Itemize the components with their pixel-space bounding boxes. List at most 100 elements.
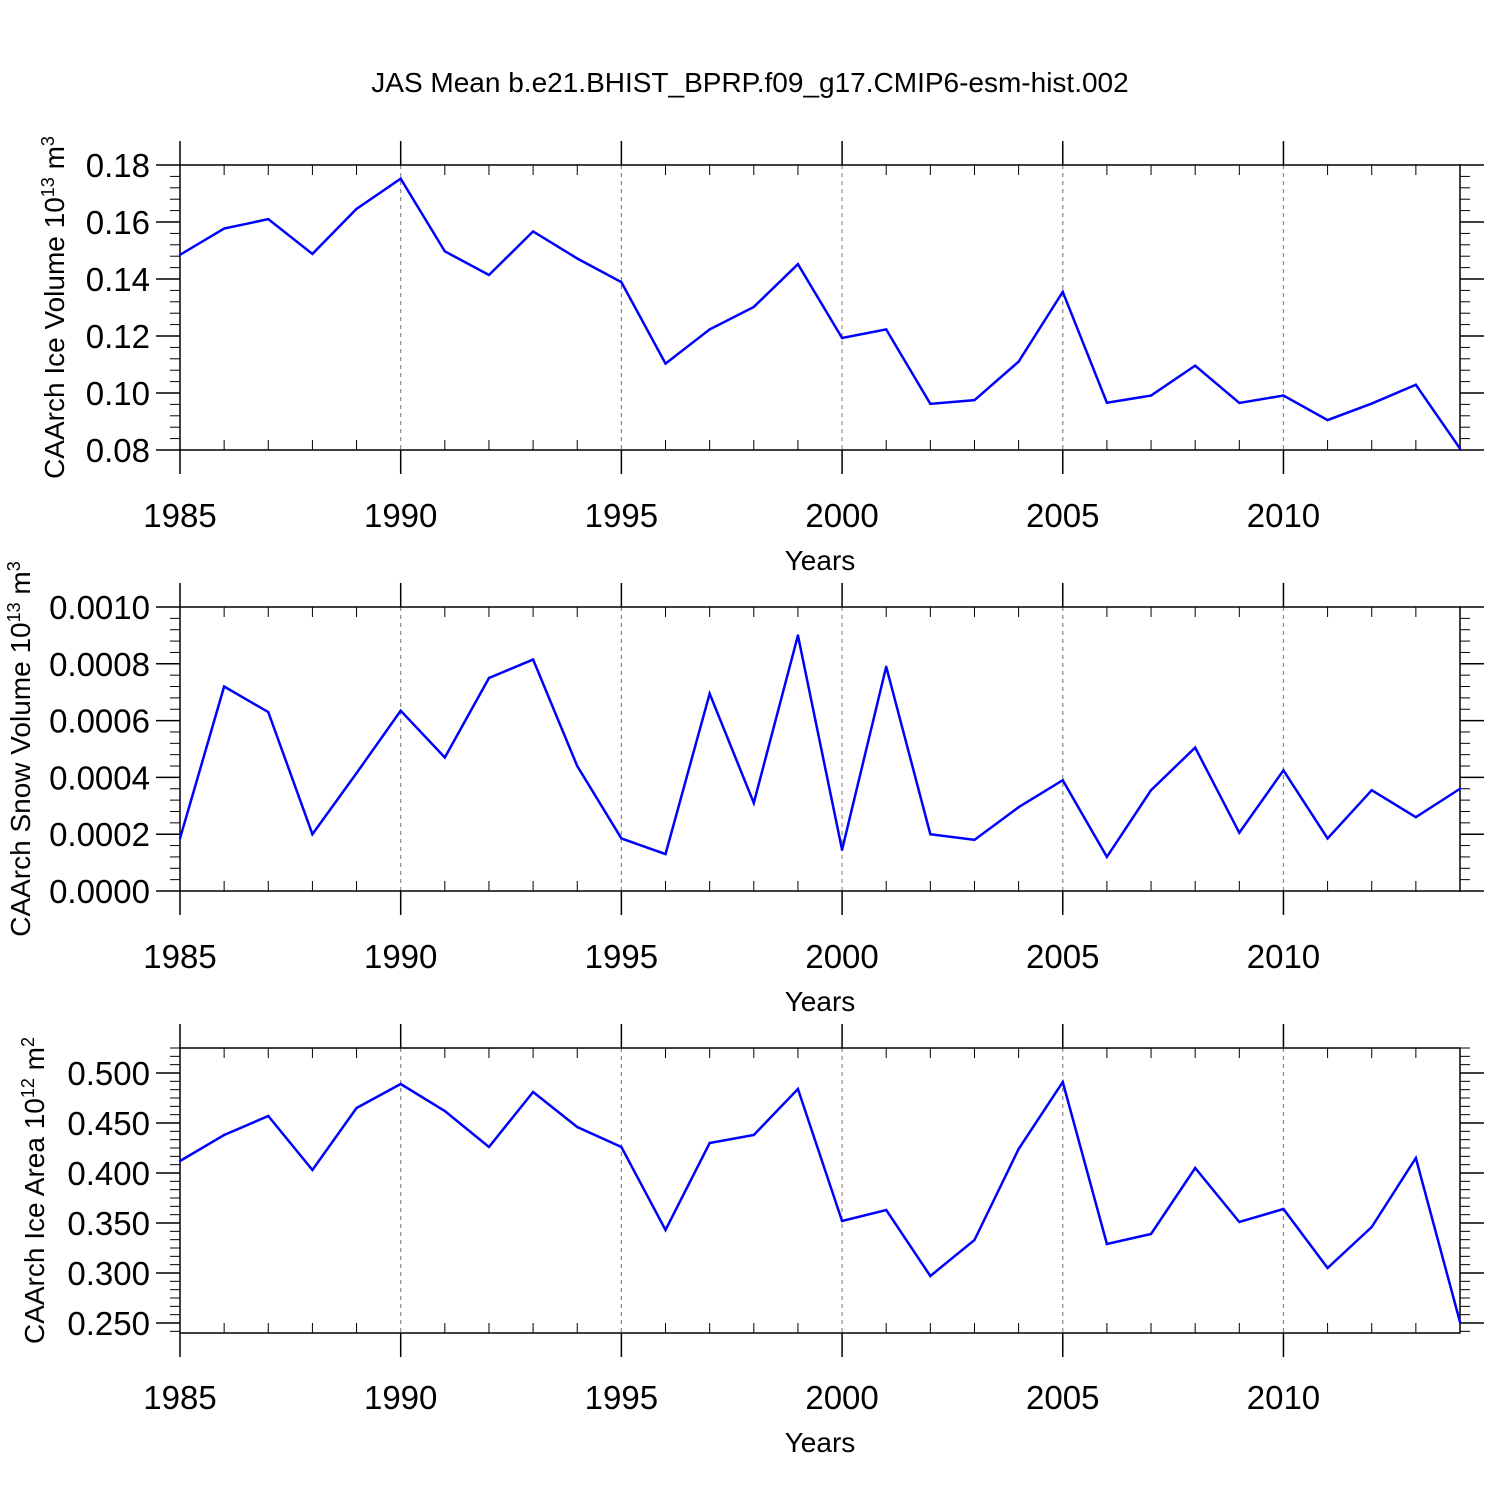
x-tick-label: 1985	[143, 497, 216, 534]
data-point	[1193, 746, 1197, 749]
y-axis-label-part: CAArch Snow Volume 10	[5, 622, 36, 936]
plot-frame	[179, 164, 1461, 451]
data-point	[973, 398, 976, 402]
data-point	[1282, 769, 1285, 772]
plot-frame	[179, 606, 1461, 892]
x-tick-label: 1995	[585, 497, 658, 534]
y-tick-label: 0.300	[67, 1255, 150, 1292]
y-tick-label: 0.0006	[49, 703, 150, 740]
data-point	[1238, 1220, 1241, 1224]
y-axis-label-part: m	[39, 146, 70, 177]
data-point	[752, 801, 755, 805]
plot-frame	[179, 1047, 1461, 1334]
data-point	[1458, 447, 1462, 450]
data-point	[1326, 837, 1329, 840]
data-point	[1061, 1080, 1064, 1084]
y-tick-label: 0.08	[86, 432, 150, 469]
data-point	[1017, 360, 1020, 363]
data-point	[796, 634, 800, 637]
y-tick-label: 0.14	[86, 261, 150, 298]
y-axis-label: CAArch Ice Volume 1013 m3	[38, 136, 70, 479]
y-tick-label: 0.350	[67, 1205, 150, 1242]
data-point	[222, 227, 226, 230]
series-line	[178, 635, 1461, 860]
y-axis-label: CAArch Snow Volume 1013 m3	[4, 561, 36, 937]
data-point	[443, 756, 447, 759]
data-point	[752, 305, 755, 309]
x-tick-label: 1985	[143, 1379, 216, 1416]
y-tick-label: 0.450	[67, 1105, 150, 1142]
data-point	[1149, 788, 1153, 792]
data-point	[531, 1090, 535, 1094]
y-tick-label: 0.0000	[49, 873, 150, 910]
x-tick-label: 1990	[364, 497, 437, 534]
data-point	[178, 837, 182, 840]
x-tick-label: 1985	[143, 938, 216, 975]
y-axis-label-exponent: 2	[18, 1037, 38, 1047]
data-point	[620, 837, 623, 840]
data-point	[443, 1109, 447, 1113]
data-point	[531, 658, 535, 661]
data-point	[929, 833, 932, 836]
series-line	[179, 176, 1462, 450]
data-point	[708, 1141, 711, 1145]
y-axis-label-exponent: 13	[38, 177, 58, 197]
data-point	[796, 1087, 800, 1091]
x-axis-label: Years	[785, 986, 856, 1017]
data-point	[885, 328, 888, 331]
chart-panel-2: 1985 1990 1995 2000 2005 2010 Years 0.0000 0.000…	[4, 561, 1484, 1017]
y-tick-label: 0.18	[86, 147, 150, 184]
data-point	[840, 1219, 844, 1223]
data-point	[355, 1106, 358, 1110]
data-point	[1238, 401, 1241, 405]
data-point	[1061, 290, 1064, 294]
data-point	[1105, 855, 1109, 859]
y-axis-label-exponent: 13	[4, 602, 24, 622]
data-point	[399, 709, 402, 712]
data-point	[355, 771, 358, 775]
x-tick-label: 2000	[805, 497, 878, 534]
y-axis-label-part: CAArch Ice Volume 10	[39, 197, 70, 479]
figure-title: JAS Mean b.e21.BHIST_BPRP.f09_g17.CMIP6-…	[371, 67, 1128, 98]
data-point	[1017, 806, 1020, 809]
data-point	[1414, 383, 1418, 386]
y-axis-label-part: CAArch Ice Area 10	[19, 1098, 50, 1344]
x-axis-label: Years	[785, 1427, 856, 1458]
data-point	[267, 710, 270, 714]
y-tick-label: 0.0002	[49, 816, 150, 853]
data-point	[1282, 394, 1285, 397]
data-point	[222, 1133, 226, 1137]
x-tick-label: 1995	[585, 1379, 658, 1416]
data-point	[620, 280, 623, 284]
y-axis-label: CAArch Ice Area 1012 m2	[18, 1037, 50, 1344]
data-point	[178, 1159, 182, 1163]
y-tick-label: 0.500	[67, 1055, 150, 1092]
chart-panel-3: 1985 1990 1995 2000 2005 2010 Years 0.250 0.300 0…	[18, 1024, 1484, 1458]
data-point	[311, 1168, 314, 1172]
x-tick-label: 2010	[1247, 1379, 1320, 1416]
data-point	[1326, 1266, 1329, 1270]
y-axis-label-exponent: 3	[38, 136, 58, 146]
y-tick-label: 0.0004	[49, 759, 150, 796]
y-tick-label: 0.16	[86, 204, 150, 241]
y-tick-label: 0.12	[86, 318, 150, 355]
data-point	[576, 257, 579, 260]
data-point	[1326, 418, 1329, 422]
data-point	[1414, 815, 1418, 819]
data-point	[576, 1125, 579, 1129]
data-point	[1193, 1166, 1197, 1170]
data-point	[1017, 1147, 1020, 1151]
data-point	[1370, 402, 1373, 405]
data-point	[1105, 1242, 1109, 1246]
data-point	[355, 207, 358, 211]
data-point	[1414, 1156, 1418, 1160]
y-tick-label: 0.0008	[49, 646, 150, 683]
series-line	[179, 1079, 1462, 1323]
data-point	[620, 1145, 623, 1149]
y-tick-label: 0.400	[67, 1155, 150, 1192]
data-point	[885, 665, 888, 668]
x-tick-label: 2010	[1247, 497, 1320, 534]
x-tick-label: 2005	[1026, 938, 1099, 975]
